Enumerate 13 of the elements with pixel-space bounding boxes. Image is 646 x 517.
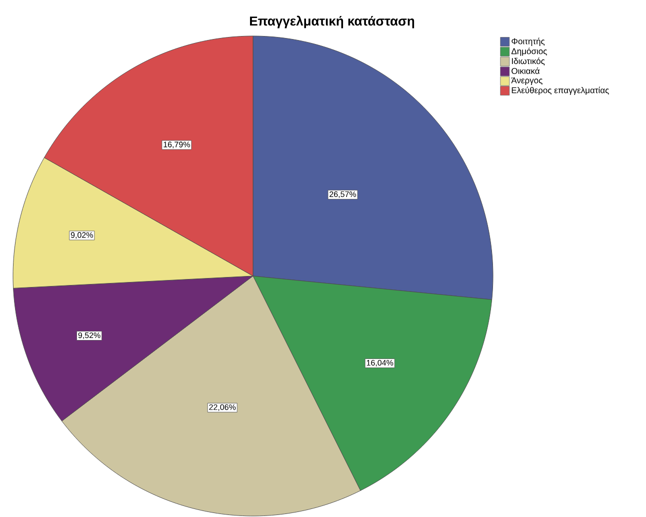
legend-label: Φοιτητής [512,38,545,46]
legend-label: Ιδιωτικός [512,58,545,66]
legend-label: Οικιακά [512,68,540,74]
legend-label: Άνεργος [511,77,542,86]
legend-label: Δημόσιος [511,48,547,56]
chart-title: Επαγγελματική κατάσταση [250,16,414,28]
data-label: 16,04% [366,360,394,367]
data-label: 9,52% [78,332,100,340]
data-label: 9,02% [70,232,93,239]
legend-label: Ελεύθερος επαγγελματίας [512,86,609,95]
data-label: 16,79% [164,142,190,148]
data-label: 26,57% [330,191,356,198]
data-label: 22,06% [209,404,236,411]
